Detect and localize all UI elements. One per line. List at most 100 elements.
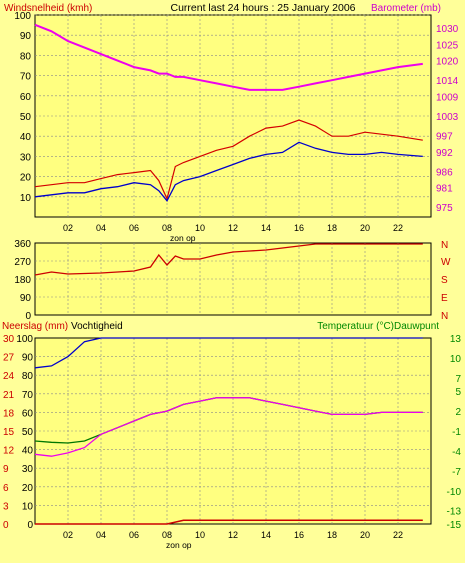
time-tick-label: 22 xyxy=(393,530,403,540)
barometer-tick-label: 986 xyxy=(436,167,453,178)
humidity-tick-label: 50 xyxy=(22,427,34,438)
time-tick-label: 02 xyxy=(63,223,73,233)
direction-tick-label: 360 xyxy=(14,239,31,250)
temperature-tick-label: 7 xyxy=(455,374,461,385)
time-tick-label: 06 xyxy=(129,530,139,540)
sunrise-label-bottom: zon op xyxy=(166,540,192,550)
wind-tick-label: 20 xyxy=(20,173,32,184)
temp-gridlines xyxy=(35,338,431,524)
barometer-tick-label: 1025 xyxy=(436,40,459,51)
time-tick-label: 18 xyxy=(327,530,337,540)
direction-tick-label: 270 xyxy=(14,257,31,268)
humidity-tick-label: 60 xyxy=(22,408,34,419)
time-axis-ticks: 02 04 06 08 10 12 14 16 18 20 22 xyxy=(63,223,403,233)
rain-tick-label: 27 xyxy=(3,353,15,364)
direction-tick-label: 0 xyxy=(25,311,31,322)
compass-north-top: N xyxy=(441,240,448,251)
barometer-tick-label: 975 xyxy=(436,203,453,214)
rain-tick-label: 15 xyxy=(3,427,15,438)
wind-tick-label: 70 xyxy=(20,72,32,83)
time-tick-label: 14 xyxy=(261,530,271,540)
temperature-tick-label: 13 xyxy=(450,334,462,345)
time-tick-label: 10 xyxy=(195,223,205,233)
humidity-line xyxy=(34,337,423,369)
time-tick-label: 16 xyxy=(294,530,304,540)
humidity-tick-label: 40 xyxy=(22,446,34,457)
wind-tick-label: 100 xyxy=(14,11,31,22)
rain-tick-label: 9 xyxy=(3,464,9,475)
sunrise-label: zon op xyxy=(170,233,196,243)
direction-axis-ticks: 0 90 180 270 360 xyxy=(14,239,31,322)
rain-axis-ticks: 0 3 6 9 12 15 18 21 24 27 30 xyxy=(3,334,15,531)
humidity-tick-label: 90 xyxy=(22,353,34,364)
direction-tick-label: 90 xyxy=(20,293,32,304)
time-tick-label: 20 xyxy=(360,223,370,233)
barometer-tick-label: 981 xyxy=(436,184,453,195)
wind-direction-line xyxy=(34,243,423,276)
temperature-axis-title: Temperatuur (°C) xyxy=(317,321,394,332)
rain-axis-title: Neerslag (mm) xyxy=(2,321,68,332)
rain-tick-label: 30 xyxy=(3,334,15,345)
compass-tick-label: N xyxy=(441,311,448,322)
barometer-tick-label: 1014 xyxy=(436,76,459,87)
rain-tick-label: 6 xyxy=(3,483,9,494)
barometer-axis-ticks: 975 981 986 992 997 1003 1009 1014 1020 1025 1030 xyxy=(436,24,459,214)
rain-line xyxy=(35,519,423,525)
dewpoint-axis-title: Dauwpunt xyxy=(394,321,439,332)
barometer-line xyxy=(34,23,423,91)
rain-tick-label: 12 xyxy=(3,446,15,457)
rain-tick-label: 18 xyxy=(3,408,15,419)
humidity-tick-label: 10 xyxy=(22,501,34,512)
rain-tick-label: 24 xyxy=(3,371,15,382)
humidity-tick-label: 30 xyxy=(22,464,34,475)
time-tick-label: 14 xyxy=(261,223,271,233)
time-tick-label: 12 xyxy=(228,530,238,540)
barometer-tick-label: 1009 xyxy=(436,92,459,103)
humidity-tick-label: 100 xyxy=(16,334,33,345)
barometer-tick-label: 1030 xyxy=(436,24,459,35)
barometer-tick-label: 1020 xyxy=(436,57,459,68)
temperature-tick-label: -15 xyxy=(447,520,462,531)
wind-tick-label: 40 xyxy=(20,132,32,143)
wind-axis-ticks: 10 20 30 40 50 60 70 80 90 100 xyxy=(14,11,31,204)
direction-tick-label: 180 xyxy=(14,275,31,286)
temperature-tick-label: -1 xyxy=(452,427,461,438)
time-tick-label: 18 xyxy=(327,223,337,233)
rain-tick-label: 21 xyxy=(3,390,15,401)
temperature-tick-label: -13 xyxy=(447,507,462,518)
barometer-tick-label: 997 xyxy=(436,132,453,143)
temperature-tick-label: -4 xyxy=(452,447,461,458)
wind-average-line xyxy=(34,141,423,202)
temperature-axis-ticks: -15 -13 -10 -7 -4 -1 2 5 7 10 13 xyxy=(447,334,462,531)
temperature-tick-label: 5 xyxy=(455,387,461,398)
wind-tick-label: 60 xyxy=(20,92,32,103)
wind-tick-label: 10 xyxy=(20,193,32,204)
direction-gridlines xyxy=(35,243,431,315)
time-tick-label: 12 xyxy=(228,223,238,233)
wind-tick-label: 30 xyxy=(20,152,32,163)
temperature-tick-label: -7 xyxy=(452,467,461,478)
humidity-tick-label: 80 xyxy=(22,371,34,382)
wind-tick-label: 80 xyxy=(20,51,32,62)
barometer-axis-title: Barometer (mb) xyxy=(371,3,441,14)
temperature-tick-label: 2 xyxy=(455,407,461,418)
compass-tick-label: E xyxy=(441,293,448,304)
humidity-tick-label: 70 xyxy=(22,390,34,401)
compass-tick-label: W xyxy=(441,257,451,268)
time-tick-label: 16 xyxy=(294,223,304,233)
compass-tick-label: S xyxy=(441,275,448,286)
time-axis-ticks-bottom: 02 04 06 08 10 12 14 16 18 20 22 xyxy=(63,530,403,540)
wind-tick-label: 90 xyxy=(20,31,32,42)
time-tick-label: 02 xyxy=(63,530,73,540)
humidity-axis-ticks: 0 10 20 30 40 50 60 70 80 90 100 xyxy=(16,334,33,531)
time-tick-label: 08 xyxy=(162,223,172,233)
time-tick-label: 08 xyxy=(162,530,172,540)
chart-title: Current last 24 hours : 25 January 2006 xyxy=(170,2,355,14)
temperature-tick-label: -10 xyxy=(447,487,462,498)
time-tick-label: 04 xyxy=(96,223,106,233)
rain-tick-label: 3 xyxy=(3,501,9,512)
time-tick-label: 06 xyxy=(129,223,139,233)
dewpoint-line xyxy=(34,397,423,457)
